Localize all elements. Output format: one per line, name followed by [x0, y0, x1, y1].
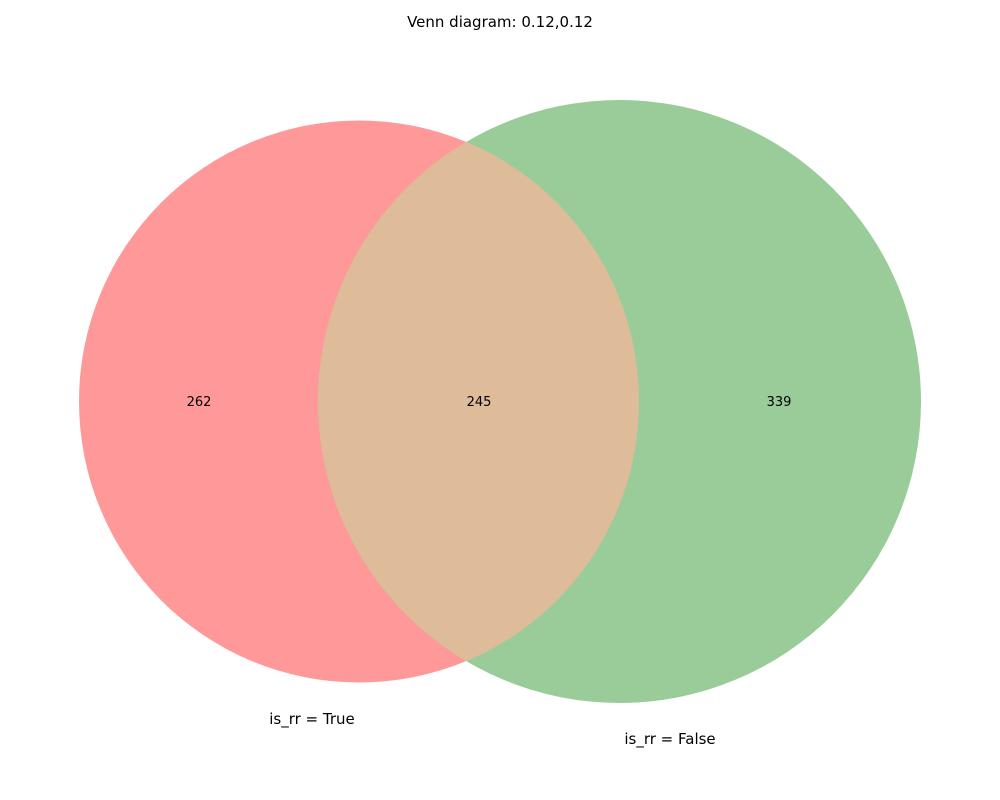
intersection-count: 245	[467, 395, 492, 410]
only-a-count: 262	[187, 395, 212, 410]
set-a-label: is_rr = True	[269, 710, 355, 729]
only-b-count: 339	[767, 395, 792, 410]
overlap-region	[318, 120, 639, 683]
diagram-title: Venn diagram: 0.12,0.12	[407, 13, 593, 31]
set-b-label: is_rr = False	[624, 730, 715, 749]
